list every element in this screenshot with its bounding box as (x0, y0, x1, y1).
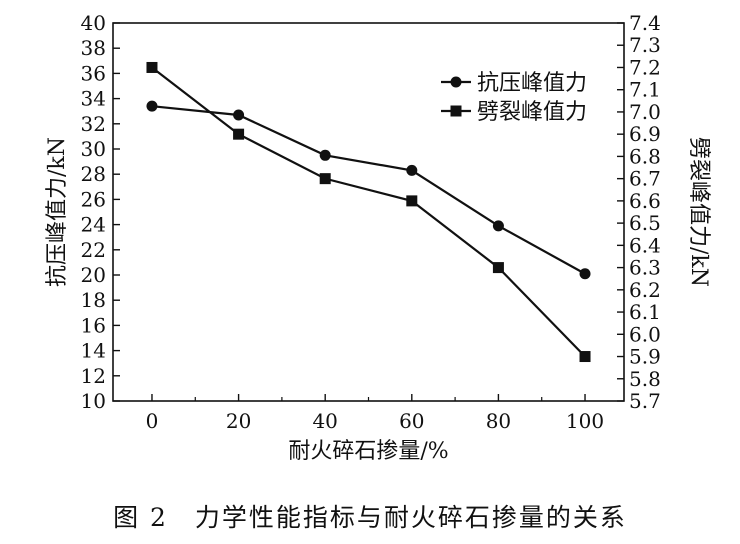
y-right-tick-label: 6.5 (629, 211, 661, 235)
y-right-tick-label: 6.6 (629, 189, 661, 213)
y-left-tick-label: 40 (81, 11, 106, 35)
y-right-tick-label: 6.4 (629, 233, 661, 257)
series-2-point (579, 351, 591, 363)
series-1-point (406, 164, 418, 176)
y-left-tick-label: 24 (81, 213, 106, 237)
y-right-tick-label: 6.1 (629, 300, 661, 324)
series-1-point (579, 268, 591, 280)
y-left-tick-label: 10 (81, 389, 106, 413)
y-left-tick-label: 18 (81, 288, 106, 312)
y-left-tick-label: 28 (81, 162, 106, 186)
x-tick-label: 20 (226, 409, 251, 433)
x-tick-label: 0 (146, 409, 159, 433)
series-2-point (319, 173, 331, 185)
series-2-point (406, 195, 418, 207)
series-2-point (146, 61, 158, 73)
y-left-tick-label: 12 (81, 364, 106, 388)
y-right-tick-label: 7.3 (629, 33, 661, 57)
y-right-tick-label: 7.4 (629, 11, 661, 35)
y-right-tick-label: 6.0 (629, 322, 661, 346)
x-tick-label: 100 (566, 409, 604, 433)
y-right-tick-label: 6.7 (629, 167, 661, 191)
y-left-tick-label: 32 (81, 112, 106, 136)
y-right-tick-label: 6.2 (629, 278, 661, 302)
y-left-tick-label: 30 (81, 137, 106, 161)
figure-caption: 图 2 力学性能指标与耐火碎石掺量的关系 (113, 503, 627, 532)
series-line-1 (151, 105, 586, 275)
y-right-tick-label: 7.0 (629, 100, 661, 124)
x-axis-label: 耐火碎石掺量/% (288, 439, 448, 464)
y-right-tick-label: 5.7 (629, 389, 661, 413)
y-left-axis-label: 抗压峰值力/kN (45, 137, 70, 287)
y-right-tick-label: 6.9 (629, 122, 661, 146)
y-right-tick-label: 7.2 (629, 55, 661, 79)
axes: 0 20 40 60 80 100耐火碎石掺量/%10121416182022242628… (45, 11, 711, 464)
legend-marker-1 (450, 76, 462, 88)
legend-label-2: 劈裂峰值力 (477, 100, 587, 125)
y-left-tick-label: 38 (81, 36, 106, 60)
x-tick-label: 60 (399, 409, 424, 433)
y-left-tick-label: 36 (81, 61, 106, 85)
legend-marker-2 (450, 105, 462, 117)
series-1-point (233, 109, 245, 121)
y-right-tick-label: 7.1 (629, 78, 661, 102)
x-tick-label: 80 (486, 409, 511, 433)
y-right-tick-label: 6.3 (629, 256, 661, 280)
series-1-point (492, 220, 504, 232)
y-left-tick-label: 22 (81, 238, 106, 262)
series-2-point (492, 262, 504, 274)
y-left-tick-label: 16 (81, 313, 106, 337)
legend-label-1: 抗压峰值力 (477, 71, 587, 96)
x-tick-label: 40 (312, 409, 337, 433)
y-right-tick-label: 5.9 (629, 345, 661, 369)
series-line-2 (151, 66, 586, 358)
y-right-tick-label: 6.8 (629, 144, 661, 168)
y-right-axis-label: 劈裂峰值力/kN (686, 137, 711, 287)
series-2-point (233, 128, 245, 140)
series-1-point (146, 100, 158, 112)
y-right-tick-label: 5.8 (629, 367, 661, 391)
series (146, 61, 591, 363)
y-left-tick-label: 34 (81, 87, 106, 111)
y-left-tick-label: 14 (81, 339, 106, 363)
series-1-point (319, 149, 331, 161)
y-left-tick-label: 20 (81, 263, 106, 287)
y-left-tick-label: 26 (81, 187, 106, 211)
